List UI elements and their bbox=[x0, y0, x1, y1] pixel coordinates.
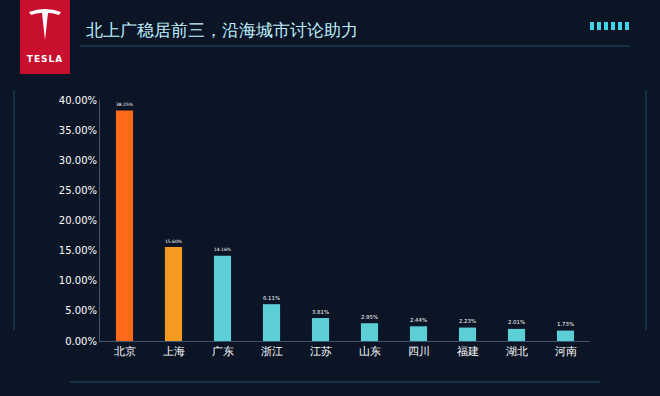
svg-text:38.25%: 38.25% bbox=[116, 102, 134, 107]
svg-text:20.00%: 20.00% bbox=[59, 215, 97, 226]
svg-text:2.23%: 2.23% bbox=[459, 318, 476, 324]
svg-text:河南: 河南 bbox=[555, 345, 577, 358]
svg-text:15.00%: 15.00% bbox=[59, 245, 97, 256]
svg-text:北京: 北京 bbox=[114, 345, 136, 358]
svg-text:湖北: 湖北 bbox=[506, 345, 528, 358]
svg-text:山东: 山东 bbox=[359, 345, 381, 358]
svg-text:浙江: 浙江 bbox=[261, 345, 283, 358]
svg-text:0.00%: 0.00% bbox=[65, 336, 97, 347]
svg-text:上海: 上海 bbox=[163, 345, 185, 358]
svg-text:14.16%: 14.16% bbox=[214, 247, 232, 252]
svg-text:2.95%: 2.95% bbox=[361, 314, 378, 320]
svg-text:5.00%: 5.00% bbox=[65, 305, 97, 316]
svg-text:40.00%: 40.00% bbox=[59, 95, 97, 106]
svg-text:广东: 广东 bbox=[212, 345, 234, 358]
svg-text:10.00%: 10.00% bbox=[59, 275, 97, 286]
svg-text:1.73%: 1.73% bbox=[557, 321, 574, 327]
svg-text:福建: 福建 bbox=[457, 345, 479, 358]
svg-text:35.00%: 35.00% bbox=[59, 125, 97, 136]
svg-text:TESLA: TESLA bbox=[27, 54, 63, 64]
svg-text:3.81%: 3.81% bbox=[312, 309, 329, 315]
svg-text:北上广稳居前三，沿海城市讨论助力: 北上广稳居前三，沿海城市讨论助力 bbox=[86, 20, 358, 40]
svg-text:四川: 四川 bbox=[408, 345, 430, 358]
svg-text:2.44%: 2.44% bbox=[410, 317, 427, 323]
svg-text:30.00%: 30.00% bbox=[59, 155, 97, 166]
svg-text:15.60%: 15.60% bbox=[165, 239, 183, 244]
svg-text:25.00%: 25.00% bbox=[59, 185, 97, 196]
svg-text:江苏: 江苏 bbox=[310, 345, 332, 358]
svg-text:6.11%: 6.11% bbox=[263, 295, 280, 301]
svg-text:2.01%: 2.01% bbox=[508, 319, 525, 325]
